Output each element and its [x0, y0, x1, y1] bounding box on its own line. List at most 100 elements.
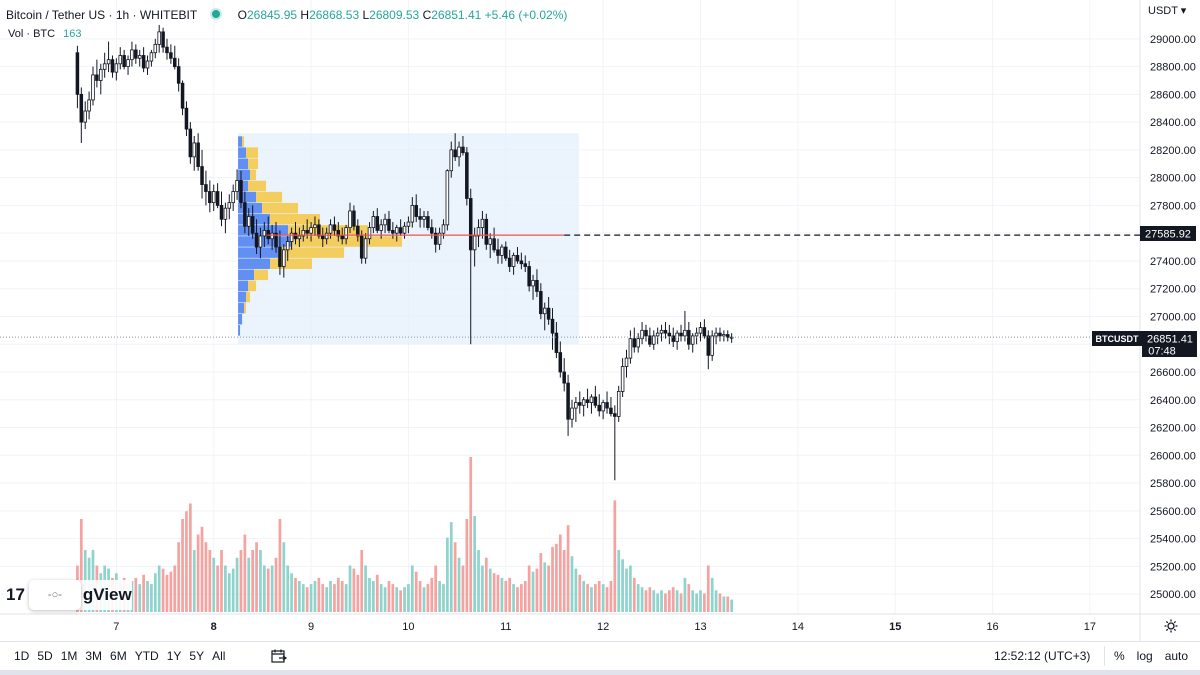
volume-bar — [298, 581, 301, 612]
candle-body — [671, 335, 676, 342]
candle-body — [293, 232, 298, 240]
log-scale-button[interactable]: log — [1136, 649, 1153, 663]
volume-bar — [153, 573, 157, 612]
change-value: +5.46 (+0.02%) — [484, 8, 568, 22]
volume-profile-row-blue — [238, 202, 263, 214]
symbol-legend[interactable]: Bitcoin / Tether US · 1h · WHITEBIT O 268… — [6, 8, 567, 22]
volume-bar — [555, 543, 558, 612]
price-chart[interactable]: 25000.00 25200.00 25400.00 25600.00 25800.00… — [0, 0, 1200, 641]
volume-bar — [562, 550, 566, 612]
candle-body — [729, 336, 734, 339]
candle-body — [114, 63, 119, 73]
volume-bar — [469, 457, 473, 612]
range-button-1y[interactable]: 1Y — [166, 649, 182, 663]
volume-bar — [593, 584, 597, 612]
symbol-title[interactable]: Bitcoin / Tether US · 1h · WHITEBIT — [6, 8, 197, 22]
candle-body — [110, 59, 115, 73]
volume-bar — [185, 511, 188, 612]
y-tick-label: 28400.00 — [1150, 117, 1196, 129]
volume-bar — [558, 534, 562, 612]
clock-timezone[interactable]: 12:52:12 (UTC+3) — [994, 649, 1091, 663]
tradingview-logo[interactable]: 17 -○- gView — [6, 580, 132, 610]
candle-body — [702, 327, 707, 337]
candle-body — [519, 260, 524, 265]
candle-body — [262, 229, 267, 237]
volume-bar — [640, 587, 644, 612]
range-button-5y[interactable]: 5Y — [189, 649, 205, 663]
candle-body — [441, 224, 446, 234]
candle-body — [282, 249, 286, 267]
volume-bar — [535, 568, 539, 612]
candle-body — [465, 152, 469, 199]
candle-body — [714, 332, 718, 337]
volume-bar — [590, 587, 593, 612]
volume-bar — [442, 584, 445, 612]
volume-bar — [208, 550, 212, 612]
percent-scale-button[interactable]: % — [1114, 649, 1125, 663]
candle-body — [507, 257, 512, 267]
candle-body — [336, 229, 341, 237]
candle-body — [655, 332, 660, 337]
volume-profile-row-yellow — [246, 147, 259, 158]
range-button-5d[interactable]: 5D — [37, 649, 53, 663]
volume-bar — [177, 542, 181, 612]
range-button-ytd[interactable]: YTD — [134, 649, 159, 663]
price-tags: 27585.92 BTCUSDT 26851.41 07:48 — [1092, 226, 1197, 358]
range-button-1d[interactable]: 1D — [14, 649, 30, 663]
volume-bar — [683, 577, 687, 612]
volume-bar — [636, 584, 640, 612]
compare-button[interactable]: -○- — [28, 580, 81, 610]
candle-body — [461, 146, 465, 154]
candle-body — [83, 110, 87, 123]
date-range-icon[interactable] — [270, 647, 288, 665]
candle-body — [391, 229, 395, 234]
time-axis[interactable]: 7 8 9 10 11 12 13 14 15 16 17 — [113, 621, 1096, 633]
currency-selector[interactable]: USDT ▾ — [1148, 5, 1187, 17]
candle-body — [570, 407, 574, 420]
range-button-1m[interactable]: 1M — [60, 649, 78, 663]
candle-body — [605, 402, 609, 409]
volume-bar — [547, 565, 550, 612]
candle-body — [527, 266, 531, 287]
candle-body — [488, 238, 492, 245]
candle-body — [394, 227, 399, 234]
volume-bar — [212, 557, 216, 612]
volume-bar — [473, 515, 476, 612]
price-lines — [0, 234, 1140, 338]
candle-body — [562, 371, 566, 384]
bottom-strip — [0, 670, 1200, 675]
volume-bar — [336, 577, 340, 612]
candle-body — [297, 235, 302, 240]
volume-label: Vol · BTC — [8, 28, 56, 40]
x-tick-label: 8 — [211, 621, 217, 633]
high-value: 26868.53 — [309, 8, 360, 22]
range-buttons: 1D 5D 1M 3M 6M YTD 1Y 5Y All — [10, 649, 229, 663]
volume-bar — [512, 584, 515, 612]
volume-bar — [714, 590, 718, 612]
volume-bar — [266, 568, 270, 612]
candle-body — [215, 191, 220, 206]
volume-bar — [519, 584, 523, 612]
auto-scale-button[interactable]: auto — [1164, 649, 1189, 663]
candle-body — [375, 216, 380, 231]
gear-icon[interactable] — [1163, 618, 1179, 634]
open-label: O — [237, 8, 247, 22]
volume-legend[interactable]: Vol · BTC 163 — [8, 28, 81, 40]
volume-bar — [134, 577, 138, 612]
volume-bar — [710, 577, 714, 612]
volume-bar — [722, 596, 726, 612]
candle-body — [500, 246, 504, 256]
candle-body — [371, 216, 376, 229]
candle-body — [558, 352, 563, 373]
range-button-6m[interactable]: 6M — [110, 649, 127, 663]
volume-bar — [430, 577, 434, 612]
candle-body — [433, 232, 438, 245]
range-button-all[interactable]: All — [212, 649, 226, 663]
price-axis[interactable]: 25000.00 25200.00 25400.00 25600.00 25800.00… — [1150, 34, 1196, 601]
candle-body — [542, 307, 547, 315]
volume-bar — [418, 581, 422, 612]
volume-bar — [570, 556, 574, 612]
candle-body — [679, 332, 683, 337]
range-button-3m[interactable]: 3M — [85, 649, 103, 663]
candle-body — [504, 246, 508, 259]
